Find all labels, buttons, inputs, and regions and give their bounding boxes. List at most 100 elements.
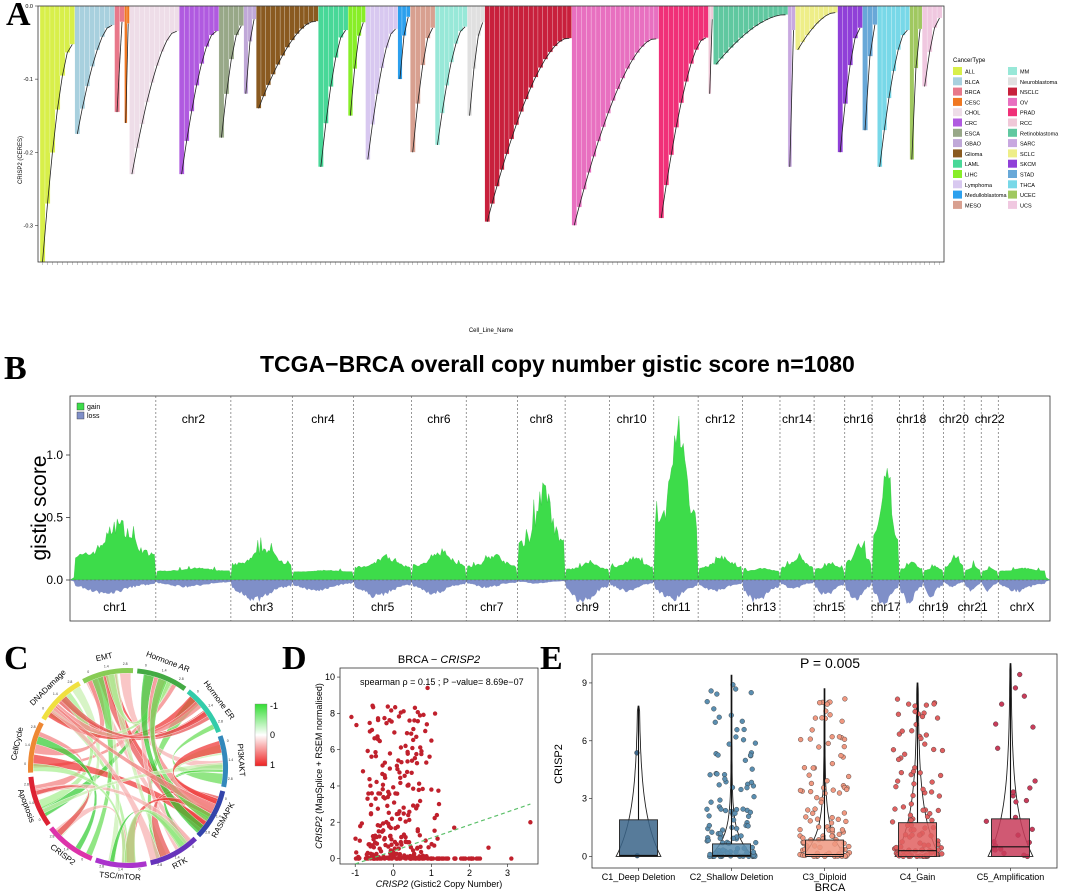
box-point (1013, 799, 1019, 805)
bar-LIHC-3 (361, 5, 366, 23)
panel-a-frame (37, 5, 945, 263)
bar-GBAO-2 (251, 5, 257, 20)
box-point (705, 837, 711, 843)
box-point (712, 719, 718, 725)
box-point (939, 851, 945, 857)
box-point (890, 747, 897, 753)
box-point (1012, 685, 1019, 691)
bar-CRC-1 (183, 5, 190, 142)
box-point (808, 780, 815, 787)
legend-swatch-ALL (953, 67, 962, 75)
scatter-point (403, 819, 408, 824)
bar-UCEC-2 (917, 5, 923, 30)
box-point (747, 752, 754, 758)
box-point (716, 714, 722, 720)
scatter-point (432, 711, 438, 716)
scatter-point (391, 850, 397, 856)
bar-Retinoblastoma-1 (718, 5, 724, 59)
box-point (931, 701, 937, 707)
legend-label-OV: OV (1020, 100, 1028, 106)
scatter-point (429, 856, 434, 861)
panel-e-boxplot: P = 0.005 C1_Deep Deletion C2_Shallow Del… (553, 653, 1058, 894)
sector-tick-label: 1.4 (53, 692, 58, 696)
scatter-point (414, 846, 420, 851)
bar-CRC-4 (198, 5, 205, 64)
bar-BRCA-1 (119, 5, 125, 23)
contour-ALL (42, 44, 73, 263)
bar-Glioma-6 (284, 5, 290, 48)
scatter-point (370, 834, 376, 839)
legend-swatch-NSCLC (1008, 87, 1017, 96)
legend-swatch-CRC (953, 118, 962, 127)
box-point (732, 810, 738, 816)
box-point (817, 700, 823, 706)
chr-label-chr13: chr13 (746, 600, 776, 614)
bar-Neuroblastoma-1 (471, 5, 477, 69)
box-point (828, 820, 835, 826)
box-point (721, 772, 728, 778)
box-point (846, 843, 852, 850)
sector-tick-label: 2.8 (228, 777, 233, 781)
scatter-point (452, 825, 457, 830)
e-xtick-label: C2_Shallow Deletion (690, 872, 774, 882)
legend-label-Retinoblastoma: Retinoblastoma (1020, 131, 1059, 137)
chr-label-chr6: chr6 (427, 412, 451, 426)
box-point (922, 741, 928, 747)
scatter-point (385, 704, 390, 709)
legend-swatch-RCC (1008, 118, 1017, 127)
bar-Glioma-0 (256, 5, 262, 109)
scatter-point (424, 722, 430, 727)
bar-NSCLC-10 (532, 5, 539, 78)
bar-OV-13 (634, 5, 640, 53)
sector-tick-label: 1.4 (216, 815, 221, 819)
box-point (750, 849, 757, 855)
bar-OV-12 (629, 5, 635, 61)
contour-Lymphoma (367, 28, 396, 160)
bar-CHOL-5 (154, 5, 160, 67)
bar-MM-2 (444, 5, 450, 86)
violin-C5_Amplification (987, 663, 1034, 857)
contour-PRAD (660, 37, 707, 219)
box-point (814, 816, 821, 822)
bar-OV-4 (590, 5, 597, 157)
box-point (714, 771, 720, 777)
box-point (704, 806, 710, 812)
scatter-point (425, 685, 430, 691)
box-point (889, 819, 896, 825)
bar-RCC-1 (710, 5, 714, 20)
box-point (740, 737, 747, 743)
scatter-point (391, 800, 397, 805)
scatter-point (357, 838, 362, 843)
box-point (993, 721, 999, 727)
bar-NSCLC-3 (499, 5, 505, 171)
bar-ALL-0 (39, 5, 46, 263)
sector-tick-label: 0 (42, 707, 44, 711)
bar-PRAD-7 (693, 5, 699, 51)
scatter-point (427, 754, 432, 759)
scatter-point (386, 821, 391, 826)
scatter-point (429, 841, 434, 847)
scatter-point (404, 730, 410, 736)
panel-d-ylabel: CRISP2 (MapSplice + RSEM normalised) (314, 683, 324, 849)
contour-Medulloblastoma (399, 16, 409, 80)
sector-TSC/mTOR (94, 857, 147, 868)
box-point (726, 741, 732, 747)
bar-CHOL-8 (169, 5, 175, 34)
contour-Glioma (258, 21, 316, 109)
box-point (1027, 785, 1033, 791)
scatter-point (452, 856, 457, 861)
box-point (819, 715, 825, 721)
scatter-point (385, 803, 390, 809)
box-point (910, 768, 917, 775)
scatter-point (416, 787, 421, 793)
chr-label-chr1: chr1 (103, 600, 127, 614)
panel-a-xlabel: Cell_Line_Name (469, 328, 514, 334)
box-point (716, 782, 722, 788)
bar-Glioma-4 (275, 5, 281, 65)
scatter-point (397, 809, 402, 814)
scatter-point (429, 738, 434, 743)
box-point (748, 779, 755, 785)
scatter-point (410, 745, 415, 751)
bar-GBAO-0 (243, 5, 249, 94)
box-point (709, 829, 715, 835)
